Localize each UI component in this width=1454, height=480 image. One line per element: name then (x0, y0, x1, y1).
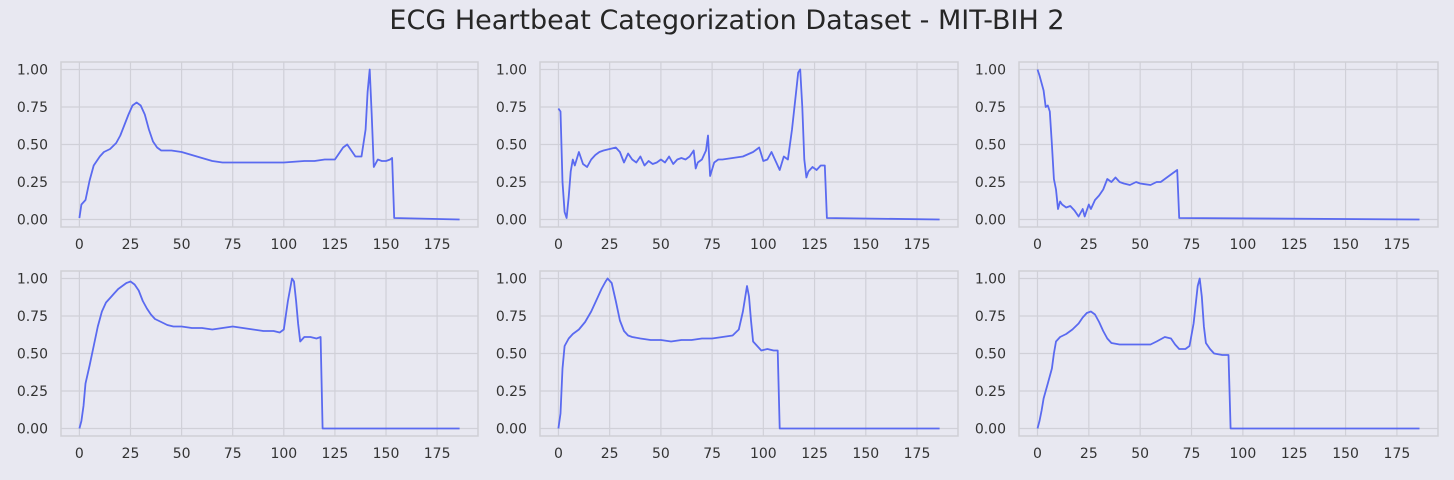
x-tick-label: 75 (1183, 446, 1201, 462)
plot-frame (60, 61, 479, 228)
x-tick-label: 150 (373, 237, 400, 253)
y-tick-label: 0.00 (17, 213, 48, 229)
x-tick-label: 125 (322, 446, 349, 462)
y-tick-label: 0.75 (975, 309, 1006, 325)
y-tick-label: 0.50 (496, 138, 527, 154)
x-tick-label: 0 (554, 446, 563, 462)
y-tick-label: 1.00 (17, 272, 48, 288)
x-tick-label: 50 (173, 237, 191, 253)
y-tick-label: 0.25 (17, 384, 48, 400)
x-tick-label: 125 (322, 237, 349, 253)
x-tick-label: 75 (703, 237, 721, 253)
x-tick-label: 25 (122, 446, 140, 462)
subplot-2-2: 0 25 50 75 100 125 150 175 0.00 0.25 0.50 0.75 1.00 (496, 270, 959, 462)
y-tick-label: 0.50 (975, 347, 1006, 363)
x-tick-label: 0 (1033, 446, 1042, 462)
x-tick-label: 125 (801, 446, 828, 462)
plot-frame (1018, 270, 1439, 437)
x-tick-label: 150 (852, 446, 879, 462)
x-tick-label: 100 (270, 446, 297, 462)
x-tick-label: 150 (373, 446, 400, 462)
y-tick-label: 0.00 (496, 422, 527, 438)
x-tick-label: 0 (75, 237, 84, 253)
x-tick-label: 100 (270, 237, 297, 253)
y-tick-label: 0.75 (975, 100, 1006, 116)
ecg-signal-line (1036, 69, 1420, 221)
y-tick-label: 0.00 (975, 213, 1006, 229)
x-tick-label: 150 (852, 237, 879, 253)
y-tick-label: 0.50 (17, 138, 48, 154)
x-tick-label: 125 (1281, 446, 1308, 462)
y-tick-label: 0.75 (17, 309, 48, 325)
x-tick-label: 25 (1080, 446, 1098, 462)
x-tick-label: 100 (750, 237, 777, 253)
x-tick-label: 175 (1384, 446, 1411, 462)
x-tick-label: 100 (1230, 446, 1257, 462)
x-tick-label: 0 (1033, 237, 1042, 253)
x-tick-label: 125 (1281, 237, 1308, 253)
x-tick-label: 0 (554, 237, 563, 253)
y-tick-label: 0.50 (496, 347, 527, 363)
plot-frame (1018, 61, 1439, 228)
x-tick-label: 75 (224, 446, 242, 462)
y-tick-label: 0.25 (17, 175, 48, 191)
x-tick-label: 175 (1384, 237, 1411, 253)
x-tick-label: 50 (173, 446, 191, 462)
x-tick-label: 75 (224, 237, 242, 253)
ecg-signal-line (557, 277, 940, 430)
y-tick-label: 0.25 (496, 175, 527, 191)
x-tick-label: 175 (904, 237, 931, 253)
ecg-signal-line (1036, 277, 1420, 430)
x-tick-label: 50 (652, 446, 670, 462)
x-tick-label: 25 (1080, 237, 1098, 253)
x-tick-label: 0 (75, 446, 84, 462)
y-tick-label: 0.75 (17, 100, 48, 116)
x-tick-label: 75 (703, 446, 721, 462)
y-tick-label: 0.00 (975, 422, 1006, 438)
x-tick-label: 175 (424, 237, 451, 253)
x-tick-label: 25 (601, 237, 619, 253)
y-tick-label: 1.00 (496, 63, 527, 79)
y-tick-label: 0.75 (496, 309, 527, 325)
x-tick-label: 125 (801, 237, 828, 253)
subplot-1-3: 0 25 50 75 100 125 150 175 0.00 0.25 0.50 0.75 1.00 (975, 61, 1439, 253)
subplot-2-3: 0 25 50 75 100 125 150 175 0.00 0.25 0.50 0.75 1.00 (975, 270, 1439, 462)
figure-title: ECG Heartbeat Categorization Dataset - M… (389, 5, 1065, 36)
subplot-1-2: 0 25 50 75 100 125 150 175 0.00 0.25 0.50 0.75 1.00 (496, 61, 959, 253)
x-tick-label: 100 (1230, 237, 1257, 253)
x-tick-label: 75 (1183, 237, 1201, 253)
plot-frame (539, 270, 959, 437)
x-tick-label: 25 (122, 237, 140, 253)
ecg-signal-line (78, 277, 460, 430)
y-tick-label: 0.25 (975, 175, 1006, 191)
y-tick-label: 0.00 (17, 422, 48, 438)
y-tick-label: 1.00 (496, 272, 527, 288)
y-tick-label: 0.25 (975, 384, 1006, 400)
y-tick-label: 1.00 (975, 63, 1006, 79)
plot-frame (539, 61, 959, 228)
x-tick-label: 50 (1131, 446, 1149, 462)
subplot-1-1: 0 25 50 75 100 125 150 175 0.00 0.25 0.50 0.75 1.00 (17, 61, 479, 253)
y-tick-label: 1.00 (975, 272, 1006, 288)
x-tick-label: 175 (904, 446, 931, 462)
x-tick-label: 150 (1332, 237, 1359, 253)
x-tick-label: 100 (750, 446, 777, 462)
y-tick-label: 0.75 (496, 100, 527, 116)
y-tick-label: 0.50 (975, 138, 1006, 154)
plot-frame (60, 270, 479, 437)
y-tick-label: 0.00 (496, 213, 527, 229)
x-tick-label: 25 (601, 446, 619, 462)
y-tick-label: 0.50 (17, 347, 48, 363)
ecg-signal-line (557, 68, 940, 221)
subplot-2-1: 0 25 50 75 100 125 150 175 0.00 0.25 0.50 0.75 1.00 (17, 270, 479, 462)
x-tick-label: 150 (1332, 446, 1359, 462)
ecg-signal-line (78, 68, 460, 221)
y-tick-label: 0.25 (496, 384, 527, 400)
y-tick-label: 1.00 (17, 63, 48, 79)
x-tick-label: 50 (1131, 237, 1149, 253)
x-tick-label: 175 (424, 446, 451, 462)
x-tick-label: 50 (652, 237, 670, 253)
